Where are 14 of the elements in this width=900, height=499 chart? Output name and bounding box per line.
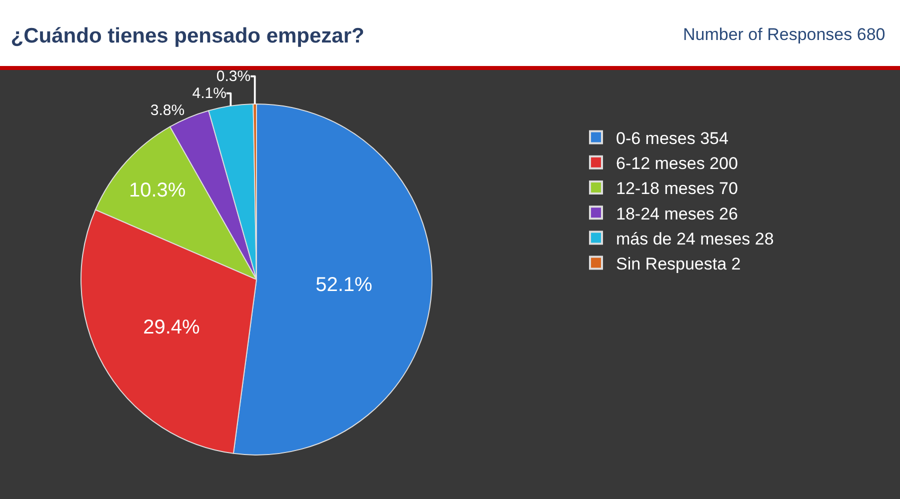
legend-label: 12-18 meses 70 [616,179,738,198]
legend-label: Sin Respuesta 2 [616,254,741,274]
legend-label: 18-24 meses 26 [616,204,738,224]
legend-label: 0-6 meses 354 [616,128,728,148]
data-label: 10.3% [128,179,186,202]
chart-title: ¿Cuándo tienes pensado empezar? [10,24,364,48]
data-label: 3.8% [150,102,185,119]
legend-label: 6-12 meses 200 [616,154,738,174]
data-label: 29.4% [143,316,200,339]
data-label: 0.3% [216,68,251,85]
legend-label: más de 24 meses 28 [616,229,774,248]
text: Number of Responses 680 [683,25,886,44]
data-label: 4.1% [192,84,226,102]
data-label: 52.1% [316,274,373,296]
